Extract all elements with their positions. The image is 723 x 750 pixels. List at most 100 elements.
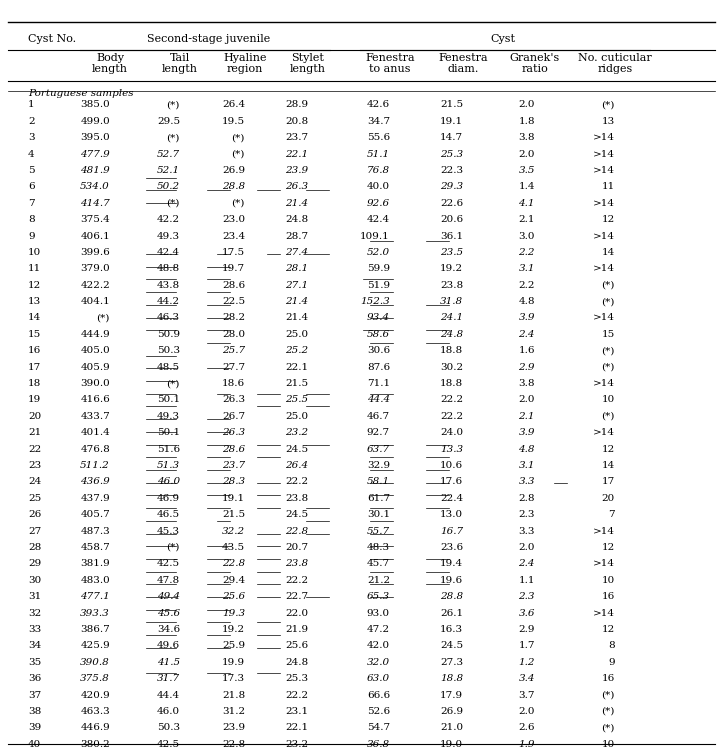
Text: 22.1: 22.1 [285,363,308,372]
Text: 28.1: 28.1 [285,264,308,273]
Text: 375.4: 375.4 [80,215,110,224]
Text: 19.6: 19.6 [440,576,463,585]
Text: 44.2: 44.2 [157,297,180,306]
Text: 42.4: 42.4 [367,215,390,224]
Text: (*): (*) [166,379,180,388]
Text: Fenestra
to anus: Fenestra to anus [365,53,415,74]
Text: 6: 6 [28,182,35,191]
Text: 390.8: 390.8 [80,658,110,667]
Text: 17: 17 [602,478,615,487]
Text: Granek's
ratio: Granek's ratio [510,53,560,74]
Text: (*): (*) [166,134,180,142]
Text: 10: 10 [602,395,615,404]
Text: 54.7: 54.7 [367,723,390,732]
Text: 18: 18 [28,379,41,388]
Text: 52.6: 52.6 [367,707,390,716]
Text: 3.3: 3.3 [518,478,535,487]
Text: Cyst No.: Cyst No. [28,34,76,44]
Text: 9: 9 [608,658,615,667]
Text: 25.0: 25.0 [285,412,308,421]
Text: 406.1: 406.1 [80,232,110,241]
Text: 19.2: 19.2 [440,264,463,273]
Text: 45.3: 45.3 [157,526,180,536]
Text: 23.8: 23.8 [285,560,308,568]
Text: 37: 37 [28,691,41,700]
Text: 31.7: 31.7 [157,674,180,683]
Text: 10.6: 10.6 [440,461,463,470]
Text: 26.4: 26.4 [285,461,308,470]
Text: 1.1: 1.1 [518,576,535,585]
Text: 3.3: 3.3 [518,526,535,536]
Text: 46.9: 46.9 [157,494,180,502]
Text: 22.2: 22.2 [440,412,463,421]
Text: 18.8: 18.8 [440,379,463,388]
Text: 1.4: 1.4 [518,182,535,191]
Text: 49.6: 49.6 [157,641,180,650]
Text: 405.9: 405.9 [80,363,110,372]
Text: 52.1: 52.1 [157,166,180,175]
Text: 23.7: 23.7 [285,134,308,142]
Text: 26.3: 26.3 [222,395,245,404]
Text: 32.0: 32.0 [367,658,390,667]
Text: 477.1: 477.1 [80,592,110,602]
Text: 12: 12 [602,625,615,634]
Text: 19: 19 [28,395,41,404]
Text: 3: 3 [28,134,35,142]
Text: 26.9: 26.9 [222,166,245,175]
Text: 21.4: 21.4 [285,314,308,322]
Text: 381.9: 381.9 [80,560,110,568]
Text: 3.7: 3.7 [518,691,535,700]
Text: Body
length: Body length [92,53,128,74]
Text: (*): (*) [602,707,615,716]
Text: 386.7: 386.7 [80,625,110,634]
Text: 44.4: 44.4 [367,395,390,404]
Text: 35: 35 [28,658,41,667]
Text: 49.3: 49.3 [157,232,180,241]
Text: 50.1: 50.1 [157,395,180,404]
Text: 2.0: 2.0 [518,149,535,158]
Text: 29.4: 29.4 [222,576,245,585]
Text: 12: 12 [602,543,615,552]
Text: 26.7: 26.7 [222,412,245,421]
Text: 8: 8 [608,641,615,650]
Text: 26: 26 [28,510,41,519]
Text: 39: 39 [28,723,41,732]
Text: 63.7: 63.7 [367,445,390,454]
Text: 22.7: 22.7 [285,592,308,602]
Text: 42.5: 42.5 [157,560,180,568]
Text: 71.1: 71.1 [367,379,390,388]
Text: 46.3: 46.3 [157,314,180,322]
Text: 152.3: 152.3 [360,297,390,306]
Text: 32.2: 32.2 [222,526,245,536]
Text: 28.9: 28.9 [285,100,308,109]
Text: 19.2: 19.2 [222,625,245,634]
Text: 2.0: 2.0 [518,395,535,404]
Text: 24.5: 24.5 [440,641,463,650]
Text: 22.1: 22.1 [285,149,308,158]
Text: 24: 24 [28,478,41,487]
Text: 21.5: 21.5 [285,379,308,388]
Text: 26.9: 26.9 [440,707,463,716]
Text: 28.3: 28.3 [222,478,245,487]
Text: 52.7: 52.7 [157,149,180,158]
Text: 46.5: 46.5 [157,510,180,519]
Text: 23.9: 23.9 [222,723,245,732]
Text: 405.0: 405.0 [80,346,110,355]
Text: 12: 12 [602,215,615,224]
Text: 1.9: 1.9 [518,740,535,748]
Text: 24.8: 24.8 [285,215,308,224]
Text: Stylet
length: Stylet length [290,53,326,74]
Text: 404.1: 404.1 [80,297,110,306]
Text: >14: >14 [593,560,615,568]
Text: 10: 10 [602,576,615,585]
Text: 3.0: 3.0 [518,232,535,241]
Text: 24.8: 24.8 [285,658,308,667]
Text: (*): (*) [166,100,180,109]
Text: 43.5: 43.5 [222,543,245,552]
Text: 19.1: 19.1 [222,494,245,502]
Text: 7: 7 [28,199,35,208]
Text: 34.6: 34.6 [157,625,180,634]
Text: Fenestra
diam.: Fenestra diam. [438,53,488,74]
Text: (*): (*) [602,280,615,290]
Text: 19.7: 19.7 [222,264,245,273]
